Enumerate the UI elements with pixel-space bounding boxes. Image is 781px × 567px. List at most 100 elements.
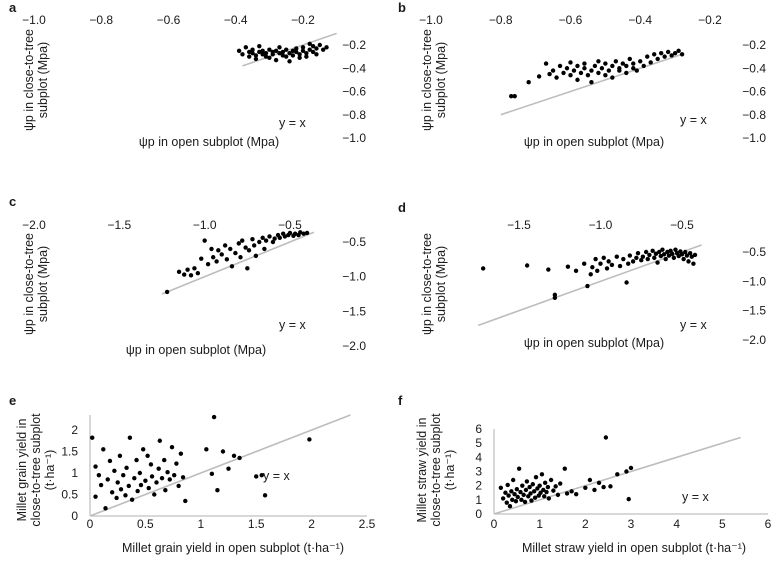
y-axis-label-line: Millet straw yield in — [415, 418, 429, 523]
data-point — [585, 283, 590, 289]
data-point — [656, 249, 662, 255]
data-point — [93, 494, 98, 499]
data-point — [652, 255, 657, 261]
y-axis-label-line: (t·ha⁻¹) — [43, 450, 57, 491]
x-tick-label: 2 — [582, 517, 589, 531]
data-point — [304, 230, 310, 236]
data-point — [552, 292, 558, 298]
data-point — [593, 256, 598, 262]
data-point — [548, 477, 554, 483]
data-point — [257, 239, 262, 245]
data-point — [231, 453, 237, 458]
y-tick-label: −1.5 — [742, 304, 766, 318]
data-point — [553, 484, 558, 489]
data-point — [317, 42, 323, 48]
y-tick-label: −0.2 — [742, 38, 766, 52]
y-axis-label-line: close-to-tree subplot — [29, 413, 43, 527]
data-point — [639, 258, 644, 263]
data-point — [582, 66, 587, 71]
data-point — [610, 63, 615, 69]
data-point — [526, 80, 531, 85]
data-point — [551, 488, 556, 493]
data-point — [149, 474, 155, 479]
panel-c: c −2.0 −1.5 −1.0 −0.5 −0.5 −1.0 −1.5 −2.0 y = x ψp… — [9, 194, 366, 357]
y-tick-label: 0 — [71, 509, 78, 523]
data-point — [515, 494, 520, 500]
data-point — [101, 447, 106, 452]
y-tick-label: −1.0 — [342, 270, 366, 284]
data-point — [672, 50, 678, 56]
reference-line-label: y = x — [680, 318, 707, 332]
data-point — [658, 50, 664, 56]
data-point — [691, 261, 696, 266]
data-point — [546, 267, 551, 272]
data-point — [662, 54, 667, 59]
x-tick-label: 3 — [628, 517, 635, 531]
data-point — [103, 506, 108, 511]
data-point — [164, 289, 170, 295]
data-point — [240, 52, 245, 57]
data-point — [260, 235, 265, 241]
reference-line-label: y = x — [279, 116, 306, 130]
x-tick-label: −0.4 — [224, 13, 248, 27]
data-point — [292, 231, 298, 236]
x-tick-label: −0.2 — [698, 13, 722, 27]
data-point — [546, 496, 551, 501]
data-point — [253, 253, 259, 259]
data-point — [588, 272, 593, 277]
data-point — [222, 243, 228, 248]
data-point — [283, 54, 289, 59]
data-point — [650, 248, 655, 254]
data-point — [260, 48, 265, 54]
data-point — [589, 68, 594, 73]
x-axis-label: Millet straw yield in open subplot (t·ha… — [522, 541, 746, 555]
data-point — [297, 55, 302, 60]
data-point — [550, 68, 556, 73]
data-point — [686, 259, 691, 264]
data-point — [505, 482, 510, 488]
data-point — [219, 252, 224, 257]
data-point — [634, 68, 639, 73]
data-point — [599, 66, 605, 71]
data-point — [603, 61, 608, 66]
panel-letter: a — [9, 0, 17, 15]
data-point — [238, 255, 243, 260]
data-point — [270, 52, 275, 57]
data-point — [645, 256, 650, 262]
y-axis-label-line: subplot (Mpa) — [36, 246, 50, 322]
data-point — [310, 43, 316, 49]
data-point — [304, 54, 309, 59]
data-point — [606, 68, 612, 73]
data-point — [541, 487, 546, 493]
data-point — [202, 238, 207, 243]
data-point — [162, 457, 167, 463]
data-point — [652, 52, 657, 57]
data-point — [263, 238, 269, 243]
data-point — [523, 487, 529, 493]
data-point — [628, 465, 634, 471]
data-point — [98, 482, 104, 488]
data-point — [529, 498, 534, 503]
data-point — [507, 504, 513, 509]
data-point — [658, 253, 664, 259]
x-tick-label: 2 — [308, 517, 315, 531]
x-tick-label: −0.6 — [559, 13, 583, 27]
data-point — [653, 251, 659, 256]
data-point — [132, 475, 137, 481]
data-point — [561, 70, 566, 76]
data-point — [543, 61, 549, 66]
x-tick-label: 2.5 — [359, 517, 376, 531]
panel-e: e 0 0.5 1 1.5 2 2.5 0 0.5 1 1.5 2 y = x Millet grain … — [9, 393, 376, 555]
data-point — [647, 252, 652, 258]
data-point — [167, 477, 172, 482]
data-point — [307, 437, 312, 442]
data-point — [228, 246, 233, 252]
data-point — [112, 468, 117, 474]
data-point — [247, 54, 252, 59]
data-point — [307, 41, 312, 47]
y-tick-label: −1.5 — [342, 304, 366, 318]
data-point — [564, 491, 570, 496]
data-point — [500, 496, 506, 501]
y-tick-label: 1 — [71, 466, 78, 480]
